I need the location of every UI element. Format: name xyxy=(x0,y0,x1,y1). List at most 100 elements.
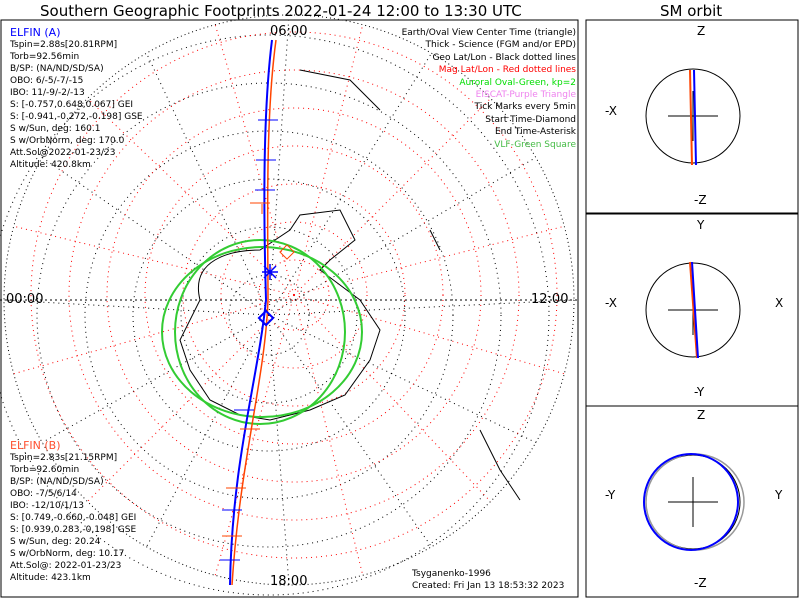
elfin-b-track xyxy=(231,39,277,586)
mag-lat-circle xyxy=(182,183,406,407)
legend-entry: Geo Lat/Lon - Black dotted lines xyxy=(432,52,576,63)
elfin-b-ticks xyxy=(222,202,270,537)
orbit-title: SM orbit xyxy=(660,2,723,20)
earth-circle-1 xyxy=(645,68,741,164)
geo-lon-line xyxy=(41,157,270,316)
mag-lon-line xyxy=(293,225,565,296)
legend-entry: Earth/Oval View Center Time (triangle) xyxy=(401,28,576,38)
geo-lat-circle xyxy=(180,226,358,404)
mag-lon-line xyxy=(214,24,295,296)
info-line: B/SP: (NA/ND/SD/SA) xyxy=(10,477,104,487)
geo-lat-circle xyxy=(0,34,550,596)
orbit-b-xz xyxy=(689,69,693,166)
mag-lat-circle xyxy=(220,221,368,369)
mag-lat-circle xyxy=(144,145,444,445)
info-line: S: [-0.941,-0.272,-0.198] GSE xyxy=(10,112,143,122)
elfin-a-ticks xyxy=(220,119,278,561)
p2-right: X xyxy=(775,296,784,310)
elfin-a-info: ELFIN (A) Tspin=2.88s[20.81RPM] Torb=92.5… xyxy=(10,27,143,171)
info-line: Altitude: 420.8km xyxy=(10,160,91,170)
geo-lat-circle xyxy=(84,130,454,500)
geo-lon-line xyxy=(41,314,270,443)
info-line: S w/Sun, deg: 20.24 xyxy=(10,537,101,547)
geo-lon-line xyxy=(268,314,432,548)
info-line: OBO: -7/5/6/14 xyxy=(10,489,77,499)
info-line: S: [0.749,-0.660,-0.048] GEI xyxy=(10,513,137,523)
mag-lat-circle xyxy=(30,31,558,559)
legend: Earth/Oval View Center Time (triangle) Th… xyxy=(402,27,576,151)
p3-left: -Y xyxy=(605,488,616,502)
mag-lat-circle xyxy=(258,259,330,331)
end-asterisk-a xyxy=(262,264,278,280)
geo-lon-line xyxy=(268,314,290,586)
time-label-top: 06:00 xyxy=(270,24,308,39)
mag-lat-circle xyxy=(68,69,520,521)
legend-entry: Tick Marks every 5min xyxy=(474,102,576,113)
orbit-panel-1 xyxy=(585,19,799,214)
auroral-oval-inner xyxy=(174,239,346,425)
legend-entry: Mag Lat/Lon - Red dotted lines xyxy=(438,65,576,76)
time-label-bottom: 18:00 xyxy=(270,574,308,589)
info-line: Tspin=2.88s[20.81RPM] xyxy=(10,40,118,50)
p3-right: Y xyxy=(775,488,783,502)
legend-entry: VLF-Green Square xyxy=(494,139,576,150)
legend-entry: Thick - Science (FGM and/or EPD) xyxy=(425,40,576,51)
credits: Tsyganenko-1996 Created: Fri Jan 13 18:5… xyxy=(412,568,564,592)
geo-lon-line xyxy=(268,314,537,443)
map-frame xyxy=(0,19,579,598)
elfin-b-info: ELFIN (B) Tspin=2.83s[21.15RPM] Torb=92.6… xyxy=(10,440,136,584)
p1-bottom: -Z xyxy=(694,193,707,207)
geo-lon-line xyxy=(146,52,270,316)
orbit-a-yz xyxy=(643,453,739,551)
info-line: Tspin=2.83s[21.15RPM] xyxy=(10,453,118,463)
orbit-b-xy xyxy=(689,261,698,359)
mag-lon-line xyxy=(214,294,295,576)
geo-lat-circle xyxy=(132,178,406,452)
geo-lon-line xyxy=(3,299,270,316)
coastline xyxy=(179,209,381,421)
legend-entry: Start Time-Diamond xyxy=(485,114,576,125)
mag-lon-line xyxy=(293,294,364,576)
coastline xyxy=(299,69,521,501)
info-line: OBO: 6/-5/-7/-15 xyxy=(10,76,84,86)
legend-entry: EISCAT-Purple Triangle xyxy=(475,90,576,101)
p2-bottom: -Y xyxy=(694,385,705,399)
elfin-a-name: ELFIN (A) xyxy=(10,26,61,39)
auroral-oval-outer xyxy=(161,246,363,418)
legend-entry: Auroral Oval-Green, kp=2 xyxy=(459,77,576,88)
p3-top: Z xyxy=(697,408,706,422)
geo-lat-circle xyxy=(36,82,502,548)
mag-lat-circle xyxy=(106,107,482,483)
time-label-right: 12:00 xyxy=(531,292,569,307)
mag-lon-line xyxy=(13,294,295,375)
elfin-b-name: ELFIN (B) xyxy=(10,439,61,452)
geo-lon-line xyxy=(268,299,575,316)
legend-entry: End Time-Asterisk xyxy=(494,127,576,138)
created-timestamp: Created: Fri Jan 13 18:53:32 2023 xyxy=(412,581,565,591)
orbit-a-xz xyxy=(693,69,697,166)
elfin-a-track xyxy=(229,39,273,586)
p3-bottom: -Z xyxy=(694,576,707,590)
p2-top: Y xyxy=(697,218,705,232)
p1-top: Z xyxy=(697,24,706,38)
plot-title: Southern Geographic Footprints 2022-01-2… xyxy=(40,2,522,20)
geo-lat-circle xyxy=(228,274,310,356)
info-line: S: [0.939,0.283,-0.198] GSE xyxy=(10,525,137,535)
time-label-left: 00:00 xyxy=(6,292,44,307)
info-line: Att.Sol@: 2022-01-23/23 xyxy=(10,561,122,571)
p2-left: -X xyxy=(605,296,617,310)
info-line: Altitude: 423.1km xyxy=(10,573,91,583)
info-line: Att.Sol@2022-01-23/23 xyxy=(10,148,116,158)
info-line: IBO: -12/10/1/13 xyxy=(10,501,84,511)
info-line: S: [-0.757,0.648,0.067] GEI xyxy=(10,100,134,110)
model-credit: Tsyganenko-1996 xyxy=(412,569,491,579)
p1-left: -X xyxy=(605,104,617,118)
info-line: B/SP: (NA/ND/SD/SA) xyxy=(10,64,104,74)
geo-lon-line xyxy=(268,14,290,316)
orbit-a-xy xyxy=(691,261,699,359)
orbit-panel-3 xyxy=(585,405,799,598)
info-line: S w/Sun, deg: 160.1 xyxy=(10,124,101,134)
info-line: S w/OrbNorm, deg: 170.0 xyxy=(10,136,125,146)
info-line: Torb=92.56min xyxy=(10,52,80,62)
